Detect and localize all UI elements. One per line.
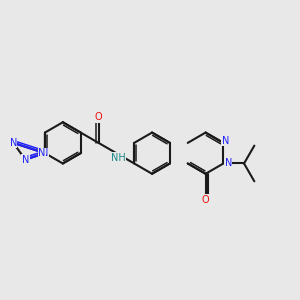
Text: N: N — [224, 158, 232, 169]
Text: O: O — [95, 112, 102, 122]
Text: O: O — [202, 194, 209, 205]
Text: N: N — [41, 148, 49, 158]
Text: N: N — [22, 154, 29, 164]
Text: N: N — [10, 138, 17, 148]
Text: N: N — [38, 148, 46, 158]
Text: N: N — [222, 136, 229, 146]
Text: NH: NH — [111, 153, 126, 163]
